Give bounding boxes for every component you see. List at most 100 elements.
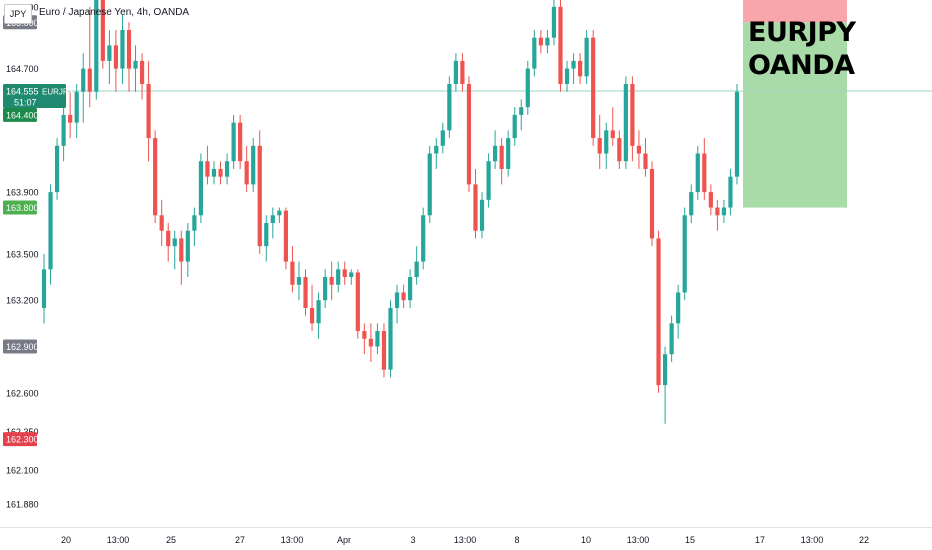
price-badge-label: 163.800 <box>6 203 39 213</box>
price-tick-label: 164.700 <box>6 64 39 74</box>
candle <box>676 284 681 339</box>
candle-body <box>309 307 315 324</box>
candle-body <box>329 277 334 285</box>
candle <box>440 122 445 154</box>
candle-body <box>702 153 707 193</box>
candle <box>231 114 236 169</box>
currency-badge[interactable]: JPY <box>4 4 32 24</box>
candle <box>139 53 145 100</box>
time-tick-label: 25 <box>166 535 176 545</box>
candle <box>179 230 184 285</box>
candle-body <box>41 269 47 308</box>
candle-body <box>48 192 53 270</box>
price-tick-label: 162.600 <box>6 388 39 398</box>
candle-body <box>388 307 393 370</box>
candle-body <box>100 0 105 61</box>
candle <box>447 76 452 139</box>
candle <box>68 91 73 139</box>
take-profit-zone <box>743 22 847 208</box>
candle-body <box>571 60 576 69</box>
candle-body <box>87 68 92 92</box>
candle <box>205 145 210 185</box>
candle-body <box>636 145 642 154</box>
candle-body <box>676 292 681 324</box>
candle-body <box>630 84 635 146</box>
price-badge-label: 162.900 <box>6 342 39 352</box>
candle-body <box>244 161 249 185</box>
candle <box>375 323 380 355</box>
time-tick-label: 22 <box>859 535 869 545</box>
candle-body <box>120 29 125 69</box>
candle-body <box>355 272 360 332</box>
candle-body <box>564 68 570 85</box>
candle-body <box>179 238 184 262</box>
candle-body <box>434 145 439 154</box>
price-tick-label: 163.500 <box>6 249 39 259</box>
candle <box>401 284 406 308</box>
candle-body <box>715 207 720 216</box>
candle-body <box>342 269 347 278</box>
candle-body <box>401 292 406 301</box>
candle-body <box>473 184 478 231</box>
price-badge-bg <box>3 339 37 354</box>
time-tick-label: 13:00 <box>627 535 650 545</box>
candle-body <box>414 261 419 278</box>
candle-body <box>296 277 302 285</box>
candle <box>564 60 570 92</box>
candle <box>551 0 557 46</box>
candle <box>146 60 151 162</box>
candle-body <box>146 84 151 139</box>
candle-body <box>61 114 66 146</box>
candle-body <box>643 153 648 169</box>
candle <box>153 130 158 223</box>
candle <box>715 199 720 231</box>
candle <box>453 53 458 92</box>
candle-body <box>192 215 197 231</box>
candle <box>702 138 707 200</box>
price-badge: 163.800 <box>3 200 39 215</box>
candle-body <box>453 60 458 85</box>
candle-body <box>689 192 694 216</box>
candle-body <box>224 161 230 177</box>
candle <box>54 138 60 200</box>
candle <box>126 22 132 92</box>
candle <box>617 130 622 169</box>
price-tick-label: 162.350 <box>6 427 39 437</box>
time-tick-label: 15 <box>685 535 695 545</box>
overlay-title-broker: OANDA <box>748 50 855 81</box>
candle-body <box>538 37 543 46</box>
candle <box>630 76 635 162</box>
candle-body <box>257 145 262 247</box>
candle <box>133 45 138 92</box>
time-tick-label: 17 <box>755 535 765 545</box>
candle <box>643 138 648 177</box>
candle <box>499 138 504 185</box>
candle <box>61 107 66 162</box>
candle <box>283 207 288 270</box>
current-price-badge-bg <box>3 83 66 108</box>
time-tick-label: 10 <box>581 535 591 545</box>
candle-body <box>427 153 432 216</box>
candle <box>604 122 609 169</box>
candle <box>427 145 432 223</box>
candle <box>87 6 92 108</box>
candle <box>466 76 472 193</box>
candle-body <box>662 354 668 386</box>
candle <box>264 215 269 262</box>
time-tick-label: 13:00 <box>454 535 477 545</box>
candle-body <box>440 130 445 146</box>
candle-body <box>466 84 472 185</box>
price-badge: 162.300 <box>3 432 39 447</box>
candle-body <box>486 161 491 200</box>
time-tick-label: 27 <box>235 535 245 545</box>
candle <box>244 145 249 193</box>
candle <box>81 53 86 123</box>
candle <box>100 0 105 69</box>
candle-body <box>721 207 727 216</box>
candle-body <box>159 215 164 231</box>
candle <box>349 269 354 285</box>
candle-body <box>551 6 557 38</box>
candle-body <box>349 272 354 278</box>
candle-body <box>54 145 60 193</box>
